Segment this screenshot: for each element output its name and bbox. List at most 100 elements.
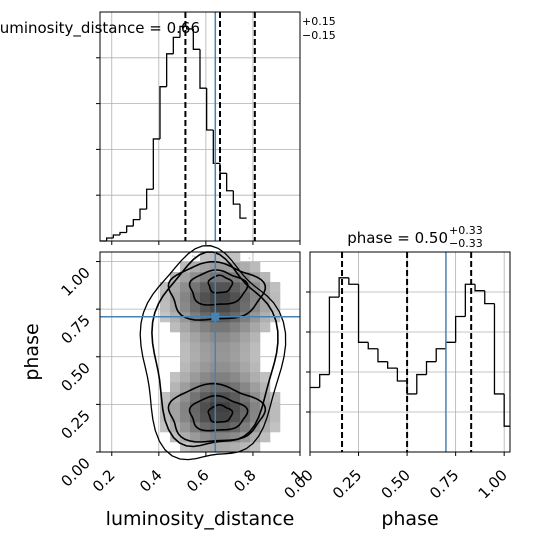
density-cell — [260, 382, 271, 393]
density-cell — [260, 292, 271, 303]
density-cell — [170, 412, 181, 423]
density-cell — [230, 392, 241, 403]
density-xtick-label: 0.6 — [183, 466, 213, 496]
density-cell — [270, 422, 281, 433]
density-cell — [230, 412, 241, 423]
phase-xtick-label: 0.75 — [426, 466, 462, 502]
x-axis-label-phase: phase — [381, 508, 438, 530]
density-cell — [180, 272, 191, 283]
density-cell — [180, 402, 191, 413]
density-cell — [160, 282, 171, 293]
density-cell — [180, 352, 191, 363]
density-ytick-label: 0.00 — [57, 454, 93, 490]
density-cell — [220, 412, 231, 423]
density-cell — [190, 392, 201, 403]
density-cell — [170, 272, 181, 283]
luminosity-distance-hist-bar — [232, 190, 240, 205]
density-cell — [200, 292, 211, 303]
density-cell — [200, 392, 211, 403]
density-cell — [240, 392, 251, 403]
density-cell — [220, 352, 231, 363]
phase-hist-bar — [474, 284, 485, 292]
density-cell — [160, 402, 171, 413]
luminosity-distance-hist-bar — [119, 231, 127, 236]
density-cell — [230, 322, 241, 333]
density-cell — [200, 302, 211, 313]
density-xtick-label: 0.2 — [89, 466, 119, 496]
phase-hist-bar — [348, 277, 359, 285]
density-cell — [190, 412, 201, 423]
density-cell — [200, 272, 211, 283]
density-cell — [250, 342, 261, 353]
luminosity-distance-title-upper-error: +0.15 — [302, 15, 336, 28]
density-cell — [270, 402, 281, 413]
density-cell — [240, 342, 251, 353]
phase-hist-bar — [338, 277, 349, 298]
density-cell — [220, 302, 231, 313]
density-cell — [240, 292, 251, 303]
density-cell — [200, 422, 211, 433]
density-cell — [250, 412, 261, 423]
density-cell — [170, 372, 181, 383]
density-cell — [160, 422, 171, 433]
density-cell — [200, 262, 211, 273]
phase-hist-bar — [484, 290, 495, 305]
density-cell — [220, 332, 231, 343]
density-xtick-label: 0.8 — [230, 466, 260, 496]
density-xtick-label: 0.4 — [136, 466, 166, 496]
phase-hist-bar — [435, 348, 446, 362]
density-cell — [190, 372, 201, 383]
density-cell — [260, 372, 271, 383]
density-cell — [240, 332, 251, 343]
density-cell — [270, 392, 281, 403]
density-cell — [220, 422, 231, 433]
density-cell — [230, 372, 241, 383]
density-cell — [230, 382, 241, 393]
density-cell — [240, 362, 251, 373]
density-cell — [190, 292, 201, 303]
density-cell — [270, 282, 281, 293]
density-cell — [200, 442, 211, 453]
density-cell — [190, 262, 201, 273]
density-cell — [230, 262, 241, 273]
density-cell — [250, 432, 261, 443]
phase-xtick-label: 1.00 — [475, 466, 511, 502]
phase-hist-bar — [416, 373, 427, 394]
density-cell — [200, 432, 211, 443]
density-cell — [230, 402, 241, 413]
phase-histogram-panel: 0.00 0.25 0.50 0.75 1.00 phase = 0.50 +0.33 … — [280, 224, 511, 530]
phase-hist-bar — [445, 341, 456, 349]
density-cell — [200, 362, 211, 373]
density-cell — [160, 392, 171, 403]
density-cell — [260, 272, 271, 283]
density-cell — [200, 252, 211, 263]
density-ytick-label: 0.75 — [57, 311, 93, 347]
density-cell — [170, 382, 181, 393]
phase-xtick-label: 0.00 — [280, 466, 316, 502]
density-cell — [200, 412, 211, 423]
density-cell — [170, 432, 181, 443]
luminosity-distance-hist-bar — [239, 204, 247, 219]
phase-hist-bar — [396, 368, 408, 382]
density-cell — [220, 362, 231, 373]
phase-hist-bar — [377, 348, 388, 363]
density-cell — [220, 442, 231, 453]
density-cell — [220, 322, 231, 333]
density-cell — [180, 332, 191, 343]
density-cell — [250, 362, 261, 373]
density-cell — [180, 422, 191, 433]
density-cell — [190, 422, 201, 433]
density-cell — [260, 412, 271, 423]
density-cell — [180, 392, 191, 403]
density-contour — [167, 382, 267, 443]
density-cell — [190, 402, 201, 413]
density-cell — [250, 442, 261, 453]
phase-hist-bar — [503, 393, 510, 427]
density-cell — [190, 352, 201, 363]
density-cell — [240, 372, 251, 383]
density-cell — [260, 422, 271, 433]
density-cell — [250, 352, 261, 363]
density-cell — [170, 322, 181, 333]
density-cell — [220, 342, 231, 353]
